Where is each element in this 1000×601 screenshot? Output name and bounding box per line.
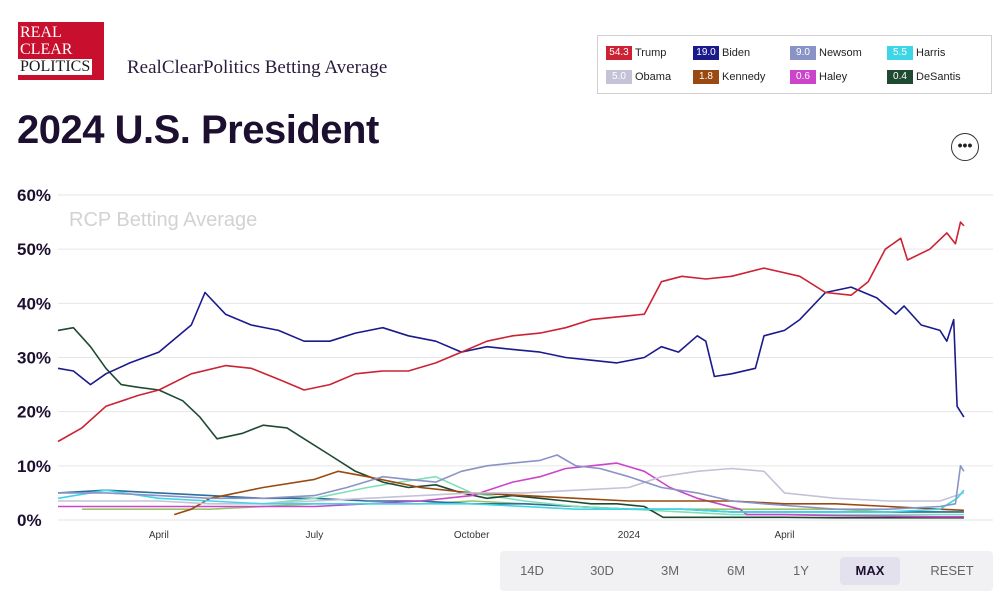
legend-value-haley: 0.6	[790, 70, 816, 84]
series-line-trump	[57, 221, 965, 443]
legend-item-haley[interactable]: 0.6 Haley	[790, 70, 847, 84]
legend-item-trump[interactable]: 54.3 Trump	[606, 46, 666, 60]
x-tick-label: April	[774, 530, 794, 541]
series-line-biden	[57, 286, 965, 418]
range-button-6m[interactable]: 6M	[726, 563, 746, 578]
y-tick-label: 40%	[17, 294, 51, 313]
series-line-other-8	[263, 475, 964, 516]
legend-item-desantis[interactable]: 0.4 DeSantis	[887, 70, 961, 84]
range-button-1y[interactable]: 1Y	[793, 563, 809, 578]
legend-value-kennedy: 1.8	[693, 70, 719, 84]
legend-value-desantis: 0.4	[887, 70, 913, 84]
legend-label-haley: Haley	[819, 71, 848, 83]
time-range-selector: 14D 30D 3M 6M 1Y MAX RESET	[500, 551, 993, 591]
legend-label-obama: Obama	[635, 71, 672, 83]
candidate-legend: 54.3 Trump 19.0 Biden 9.0 Newsom 5.5 Har…	[597, 35, 992, 94]
x-tick-label: April	[149, 530, 169, 541]
range-button-30d[interactable]: 30D	[590, 563, 614, 578]
more-options-button[interactable]: •••	[951, 133, 979, 161]
x-tick-label: July	[306, 530, 324, 541]
legend-value-harris: 5.5	[887, 46, 913, 60]
series-layer	[57, 221, 965, 519]
y-tick-label: 20%	[17, 403, 51, 422]
y-tick-label: 60%	[17, 186, 51, 205]
y-tick-label: 0%	[17, 511, 42, 530]
legend-value-biden: 19.0	[693, 46, 719, 60]
page-title: 2024 U.S. President	[17, 108, 379, 152]
legend-item-biden[interactable]: 19.0 Biden	[693, 46, 750, 60]
series-line-newsom	[58, 454, 965, 511]
series-line-desantis	[57, 326, 964, 519]
range-button-max[interactable]: MAX	[840, 557, 900, 585]
legend-value-trump: 54.3	[606, 46, 632, 60]
series-line-harris	[57, 489, 965, 513]
range-button-reset[interactable]: RESET	[930, 563, 974, 578]
legend-label-desantis: DeSantis	[916, 71, 961, 83]
y-tick-label: 50%	[17, 240, 51, 259]
site-title: RealClearPolitics Betting Average	[127, 57, 388, 78]
chart-watermark: RCP Betting Average	[69, 209, 257, 231]
rcp-logo[interactable]: REAL CLEAR POLITICS	[18, 22, 104, 80]
legend-value-newsom: 9.0	[790, 46, 816, 60]
legend-item-kennedy[interactable]: 1.8 Kennedy	[693, 70, 765, 84]
legend-item-newsom[interactable]: 9.0 Newsom	[790, 46, 862, 60]
logo-line-2: CLEAR	[20, 41, 73, 58]
y-tick-label: 30%	[17, 349, 51, 368]
range-button-3m[interactable]: 3M	[660, 563, 680, 578]
series-line-haley	[58, 462, 964, 518]
legend-label-trump: Trump	[635, 47, 667, 59]
legend-label-harris: Harris	[916, 47, 946, 59]
logo-line-1: REAL	[20, 24, 62, 41]
legend-label-kennedy: Kennedy	[722, 71, 766, 83]
y-tick-label: 10%	[17, 457, 51, 476]
betting-average-chart[interactable]: RCP Betting Average 60% 50% 40% 30% 20% 10% 0%…	[0, 180, 1000, 545]
x-tick-label: October	[454, 530, 490, 541]
grid-layer	[58, 194, 993, 521]
series-line-other-10	[81, 500, 964, 513]
legend-label-newsom: Newsom	[819, 47, 862, 59]
legend-label-biden: Biden	[722, 47, 751, 59]
legend-item-harris[interactable]: 5.5 Harris	[887, 46, 945, 60]
logo-line-3: POLITICS	[18, 58, 93, 75]
legend-item-obama[interactable]: 5.0 Obama	[606, 70, 671, 84]
series-line-obama	[58, 467, 965, 505]
legend-value-obama: 5.0	[606, 70, 632, 84]
x-tick-label: 2024	[618, 530, 641, 541]
range-button-14d[interactable]: 14D	[520, 563, 544, 578]
series-line-kennedy	[173, 470, 964, 516]
axis-layer: 60% 50% 40% 30% 20% 10% 0% April July October 2024…	[17, 186, 794, 541]
